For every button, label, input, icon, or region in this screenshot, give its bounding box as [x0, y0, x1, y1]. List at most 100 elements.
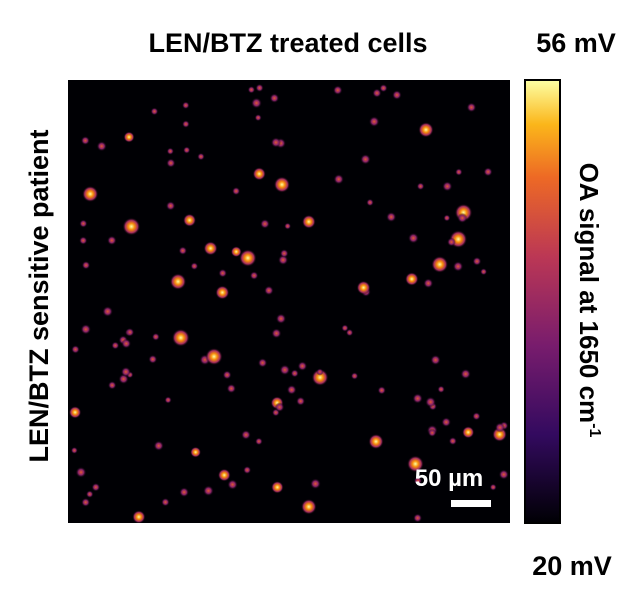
- colorbar-label-text: OA signal at 1650 cm: [574, 163, 604, 424]
- cell-spot: [279, 364, 291, 376]
- title: LEN/BTZ treated cells: [148, 28, 427, 58]
- cell-spot: [203, 485, 214, 497]
- cell-spot: [296, 396, 306, 406]
- cell-spot: [182, 120, 190, 128]
- cell-spot: [81, 497, 91, 507]
- cell-spot: [480, 268, 488, 276]
- cell-spot: [257, 358, 268, 368]
- cell-spot: [169, 273, 187, 290]
- cell-spot: [241, 429, 251, 440]
- cell-spot: [230, 246, 242, 258]
- cell-spot: [183, 213, 197, 227]
- cell-spot: [82, 185, 99, 203]
- cell-spot: [79, 219, 88, 228]
- cell-spot: [122, 217, 141, 236]
- cell-spot: [405, 272, 419, 286]
- cell-spot: [483, 167, 493, 177]
- cell-spot: [462, 426, 475, 439]
- cell-spot: [273, 176, 291, 193]
- cell-spot: [494, 422, 506, 433]
- cell-spot: [386, 211, 397, 223]
- cell-spot: [333, 174, 344, 185]
- cell-spot: [254, 114, 262, 122]
- cell-spot: [472, 412, 481, 421]
- cell-spot: [255, 437, 263, 446]
- cell-spot: [151, 332, 160, 341]
- colorbar-min: 20 mV: [532, 551, 612, 581]
- cell-spot: [274, 402, 285, 412]
- cell-spot: [121, 338, 132, 349]
- cell-spot: [165, 201, 176, 211]
- cell-spot: [284, 222, 292, 230]
- cell-spot: [275, 313, 287, 324]
- cell-spot: [218, 268, 228, 278]
- cell-spot: [181, 101, 190, 110]
- cell-spot: [452, 261, 464, 272]
- cell-spot: [166, 147, 174, 155]
- cell-spot: [79, 236, 88, 245]
- cell-spot: [316, 368, 324, 376]
- colorbar-label-sup: -1: [586, 423, 603, 437]
- cell-spot: [366, 198, 374, 207]
- scale-bar-label: 50 µm: [415, 465, 484, 492]
- cell-spot: [460, 368, 471, 380]
- cell-spot: [457, 212, 468, 224]
- cell-spot: [260, 218, 270, 229]
- cell-spot: [377, 386, 386, 395]
- cell-spot: [428, 428, 437, 437]
- cell-spot: [164, 396, 172, 404]
- cell-spot: [372, 88, 382, 98]
- cell-spot: [132, 510, 146, 523]
- side-label: LEN/BTZ sensitive patient: [24, 129, 54, 462]
- cell-spot: [107, 380, 117, 390]
- cell-spot: [148, 354, 158, 364]
- cell-spot: [392, 90, 402, 100]
- cell-spot: [250, 97, 262, 109]
- cell-spot: [446, 237, 456, 247]
- cell-spot: [418, 122, 434, 138]
- cell-spot: [442, 181, 453, 192]
- cell-spot: [161, 497, 170, 507]
- colorbar: [524, 79, 561, 524]
- cell-spot: [290, 369, 299, 378]
- cell-spot: [431, 255, 449, 273]
- cell-spot: [231, 186, 241, 196]
- cell-spot: [332, 85, 343, 95]
- cell-spot: [75, 466, 87, 478]
- cell-spot: [166, 158, 176, 168]
- cell-spot: [80, 136, 90, 146]
- cell-spot: [407, 232, 419, 244]
- cell-spot: [150, 107, 159, 116]
- cell-spot: [190, 262, 199, 271]
- cell-spot: [407, 455, 424, 473]
- cell-spot: [252, 167, 266, 181]
- cell-spot: [356, 280, 371, 295]
- cell-spot: [301, 498, 317, 515]
- cell-spot: [222, 370, 232, 380]
- cell-spot: [310, 478, 321, 490]
- cell-spot: [153, 440, 164, 451]
- cell-spot: [412, 393, 423, 404]
- cell-spot: [271, 480, 284, 494]
- cell-spots: [68, 83, 509, 523]
- cell-spot: [70, 446, 78, 454]
- cell-spot: [249, 271, 259, 280]
- cell-spot: [271, 328, 282, 339]
- cell-spot: [205, 347, 223, 366]
- cell-spot: [227, 479, 238, 490]
- cell-spot: [217, 468, 231, 482]
- cell-spot: [270, 137, 282, 148]
- cell-spot: [125, 327, 135, 337]
- cell-spot: [107, 235, 117, 246]
- cell-spot: [120, 366, 131, 377]
- cell-spot: [81, 260, 91, 270]
- cell-spot: [215, 285, 230, 300]
- cell-spot: [360, 154, 371, 165]
- cell-spot: [286, 384, 297, 395]
- cell-spot: [472, 256, 482, 266]
- cell-spot: [203, 241, 218, 256]
- cell-spot: [96, 141, 107, 152]
- cell-spot: [269, 93, 280, 104]
- microscopy-image: [68, 80, 510, 523]
